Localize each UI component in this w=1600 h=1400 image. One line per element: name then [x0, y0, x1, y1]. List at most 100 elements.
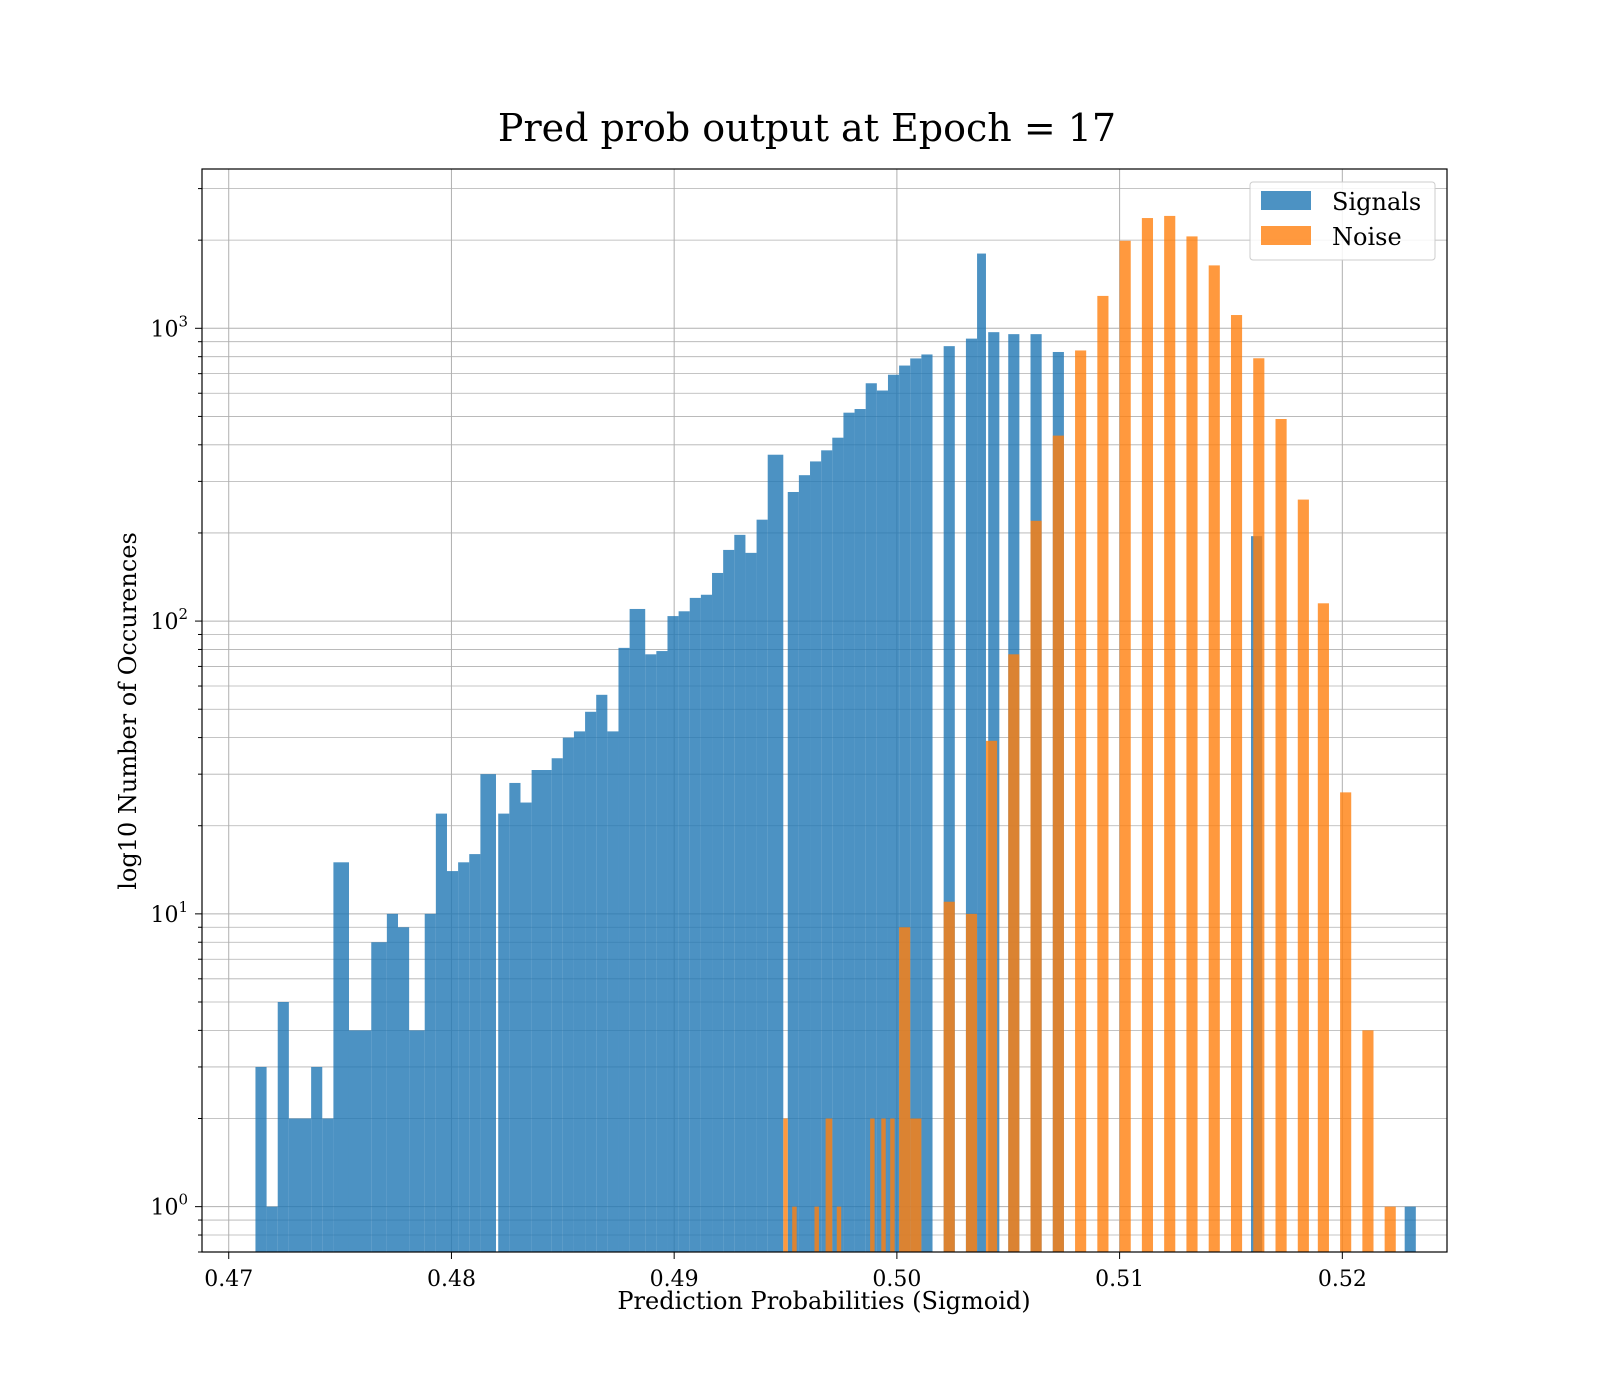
noise-bar	[1186, 236, 1198, 1252]
noise-bar	[792, 1206, 797, 1252]
signals-bar	[311, 1066, 323, 1252]
noise-bar	[965, 913, 978, 1252]
x-tick-label: 0.49	[650, 1267, 699, 1292]
signals-bar	[700, 594, 713, 1252]
noise-bar	[836, 1206, 842, 1252]
signals-bar	[821, 450, 833, 1252]
signals-bar	[767, 454, 784, 1252]
noise-bar	[1208, 265, 1220, 1253]
signals-bar	[255, 1066, 267, 1252]
noise-bar	[1097, 295, 1109, 1252]
y-tick-label: 101	[150, 898, 188, 928]
noise-bar	[1075, 350, 1087, 1252]
signals-bar	[629, 608, 646, 1252]
signals-bar	[607, 731, 619, 1252]
signals-bar	[288, 1118, 312, 1252]
noise-bar	[1141, 218, 1154, 1253]
noise-bar	[814, 1206, 819, 1252]
x-axis-label: Prediction Probabilities (Sigmoid)	[617, 1287, 1030, 1315]
legend-label-noise: Noise	[1332, 223, 1402, 251]
signals-bar	[435, 813, 447, 1252]
signals-bar	[573, 731, 586, 1252]
signals-bar	[1404, 1206, 1416, 1252]
noise-bar	[1253, 358, 1265, 1252]
signals-bar	[943, 346, 955, 1253]
y-tick-label: 103	[150, 312, 188, 342]
signals-bar	[887, 374, 900, 1253]
signals-bar	[469, 854, 481, 1252]
signals-bar	[787, 491, 799, 1252]
noise-bar	[1384, 1206, 1396, 1252]
x-tick-label: 0.48	[427, 1267, 476, 1292]
signals-bar	[322, 1118, 334, 1252]
plot-area	[255, 215, 1416, 1253]
noise-bar	[870, 1118, 875, 1252]
signals-bar	[876, 390, 888, 1253]
chart-title: Pred prob output at Epoch = 17	[498, 106, 1116, 150]
noise-bar	[890, 1118, 895, 1252]
signals-bar	[910, 358, 922, 1252]
noise-bar	[1052, 435, 1064, 1252]
signals-bar	[397, 927, 410, 1252]
x-tick-label: 0.51	[1095, 1267, 1144, 1292]
signals-bar	[458, 862, 470, 1252]
signals-bar	[798, 475, 811, 1252]
signals-bar	[667, 616, 679, 1252]
signals-bar	[277, 1001, 289, 1252]
signals-bar	[645, 654, 657, 1252]
noise-bar	[1164, 215, 1176, 1253]
signals-bar	[266, 1206, 278, 1252]
signals-bar	[921, 354, 933, 1252]
noise-bar	[943, 901, 955, 1252]
noise-bar	[1297, 499, 1309, 1253]
signals-bar	[810, 461, 822, 1253]
legend-swatch-signals	[1261, 191, 1311, 210]
signals-bar	[832, 437, 844, 1252]
signals-bar	[689, 597, 701, 1252]
noise-bar	[881, 1118, 886, 1252]
signals-bar	[865, 383, 877, 1252]
signals-bar	[371, 942, 387, 1252]
signals-bar	[977, 253, 986, 1252]
noise-bar	[1340, 792, 1352, 1252]
plot-frame	[201, 168, 1448, 1253]
legend-label-signals: Signals	[1332, 188, 1421, 216]
signals-bar	[498, 813, 510, 1252]
noise-bar	[1008, 654, 1020, 1252]
signals-bar	[965, 338, 978, 1253]
signals-bar	[899, 365, 911, 1253]
signals-bar	[596, 694, 608, 1252]
signals-bar	[424, 913, 436, 1252]
noise-bar	[1119, 240, 1131, 1253]
noise-bar	[1230, 315, 1243, 1253]
signals-bar	[551, 758, 563, 1252]
noise-bar	[783, 1118, 788, 1252]
noise-bar	[910, 1118, 922, 1252]
signals-bar	[843, 412, 855, 1252]
signals-bar	[756, 519, 768, 1252]
noise-bar	[1275, 419, 1287, 1252]
signals-bar	[333, 862, 349, 1252]
signals-bar	[386, 913, 398, 1252]
series-noise	[783, 215, 1396, 1253]
signals-bar	[562, 737, 574, 1252]
signals-bar	[734, 534, 746, 1252]
y-axis-label: log10 Number of Occurences	[114, 532, 142, 890]
noise-bar	[1030, 520, 1042, 1252]
noise-bar	[1362, 1030, 1374, 1252]
signals-bar	[446, 871, 459, 1252]
axis-ticks: 0.47 0.48 0.49 0.50 0.51 0.52 100 101 102 103	[150, 188, 1367, 1292]
signals-bar	[509, 782, 521, 1252]
x-tick-label: 0.52	[1318, 1267, 1367, 1292]
signals-bar	[480, 774, 496, 1252]
signals-bar	[712, 572, 724, 1252]
legend-swatch-noise	[1261, 226, 1311, 245]
legend: Signals Noise	[1249, 181, 1436, 261]
signals-bar	[409, 1030, 425, 1252]
signals-bar	[678, 611, 690, 1252]
x-tick-label: 0.50	[872, 1267, 921, 1292]
signals-bar	[854, 409, 866, 1252]
noise-bar	[985, 740, 998, 1252]
y-tick-label: 100	[150, 1191, 188, 1221]
